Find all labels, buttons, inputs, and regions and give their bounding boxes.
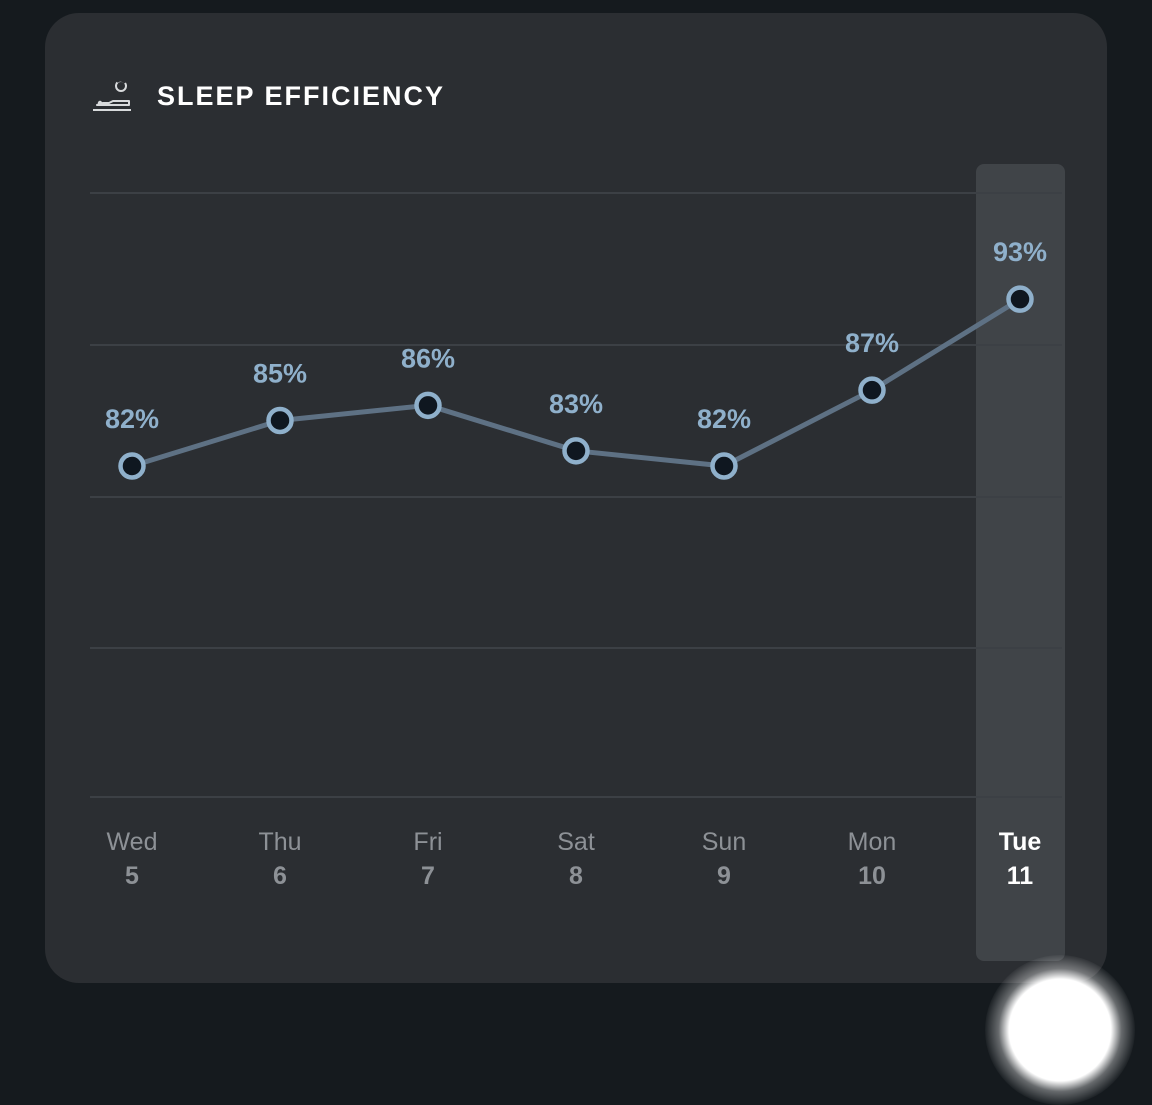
x-tick-day-name: Wed [107,828,158,856]
data-label: 87% [845,328,899,358]
x-tick-day-number: 8 [569,862,583,890]
card-title: SLEEP EFFICIENCY [157,81,446,111]
x-tick-day-name: Sat [557,828,595,856]
touch-indicator [985,955,1135,1105]
sleep-efficiency-chart: 82% 85% 86% 83% 82% 87% 93% Wed 5 Thu 6 Fri 7 Sat 8 Su… [90,164,1065,961]
data-point [710,452,738,480]
data-point [858,376,886,404]
data-label: 82% [105,404,159,434]
x-tick-day-number: 7 [421,862,435,890]
data-label: 85% [253,359,307,389]
card-header: SLEEP EFFICIENCY [45,13,1107,163]
x-tick-day-number: 6 [273,862,287,890]
x-tick-day-name: Thu [258,828,301,856]
data-point [562,437,590,465]
x-tick-day-number: 5 [125,862,139,890]
selected-day-highlight [976,164,1065,961]
data-point [118,452,146,480]
data-label: 82% [697,404,751,434]
data-point [414,391,442,420]
x-tick-day-number: 10 [858,862,886,890]
data-point [1006,285,1034,313]
x-tick-day-name: Mon [848,828,897,856]
x-tick-day-name: Sun [702,828,746,856]
data-label: 83% [549,389,603,419]
sleep-icon [93,79,131,111]
x-tick-day-name: Fri [413,828,442,856]
x-tick-day-name: Tue [999,828,1042,856]
data-point [266,406,294,435]
data-label: 93% [993,237,1047,267]
data-label: 86% [401,343,455,373]
x-tick-day-number: 9 [717,862,731,890]
x-tick-day-number: 11 [1007,862,1034,890]
